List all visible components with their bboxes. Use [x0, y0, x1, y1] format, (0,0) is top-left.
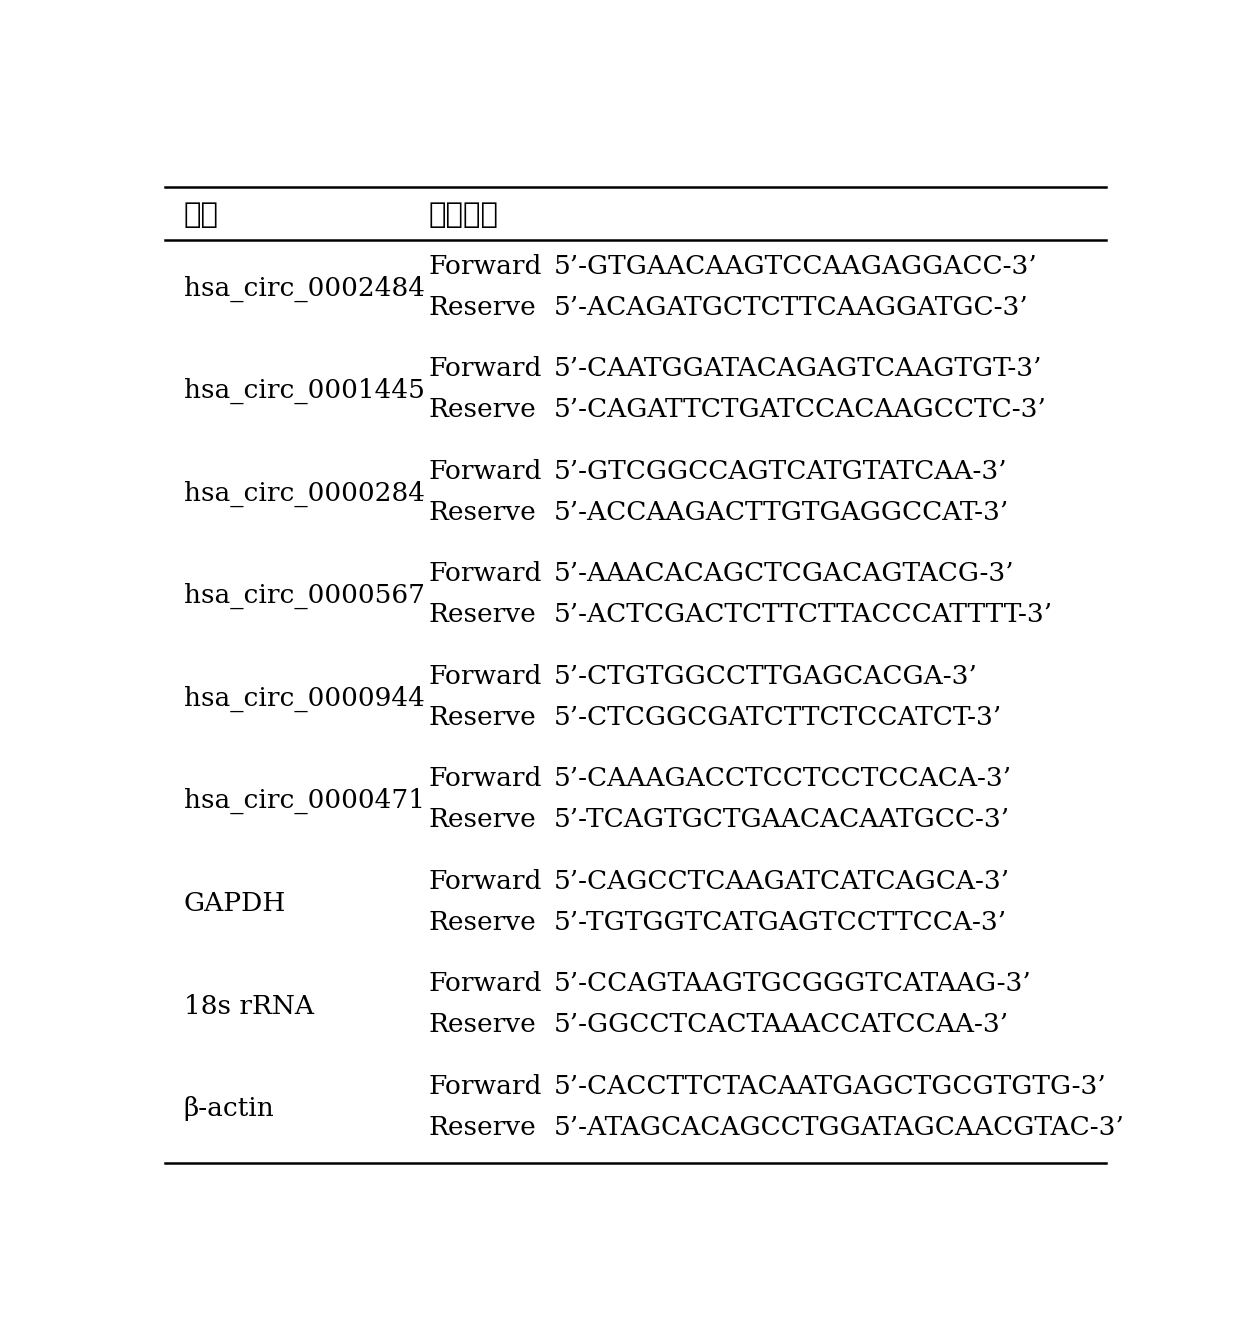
- Text: GAPDH: GAPDH: [184, 891, 286, 916]
- Text: Forward: Forward: [429, 458, 542, 483]
- Text: Forward: Forward: [429, 356, 542, 381]
- Text: 5’-AAACACAGCTCGACAGTACG-3’: 5’-AAACACAGCTCGACAGTACG-3’: [554, 561, 1014, 587]
- Text: 5’-GTGAACAAGTCCAAGAGGACC-3’: 5’-GTGAACAAGTCCAAGAGGACC-3’: [554, 254, 1038, 278]
- Text: Reserve: Reserve: [429, 910, 537, 935]
- Text: Reserve: Reserve: [429, 808, 537, 833]
- Text: 5’-ACAGATGCTCTTCAAGGATGC-3’: 5’-ACAGATGCTCTTCAAGGATGC-3’: [554, 294, 1028, 319]
- Text: Forward: Forward: [429, 972, 542, 996]
- Text: 5’-ACCAAGACTTGTGAGGCCAT-3’: 5’-ACCAAGACTTGTGAGGCCAT-3’: [554, 499, 1009, 524]
- Text: Forward: Forward: [429, 561, 542, 587]
- Text: 5’-CAGCCTCAAGATCATCAGCA-3’: 5’-CAGCCTCAAGATCATCAGCA-3’: [554, 869, 1009, 894]
- Text: 5’-CACCTTCTACAATGAGCTGCGTGTG-3’: 5’-CACCTTCTACAATGAGCTGCGTGTG-3’: [554, 1074, 1106, 1099]
- Text: 5’-CTCGGCGATCTTCTCCATCT-3’: 5’-CTCGGCGATCTTCTCCATCT-3’: [554, 704, 1002, 730]
- Text: Reserve: Reserve: [429, 704, 537, 730]
- Text: Forward: Forward: [429, 869, 542, 894]
- Text: hsa_circ_0001445: hsa_circ_0001445: [184, 379, 425, 404]
- Text: Reserve: Reserve: [429, 397, 537, 422]
- Text: Forward: Forward: [429, 1074, 542, 1099]
- Text: β-actin: β-actin: [184, 1096, 274, 1121]
- Text: Forward: Forward: [429, 767, 542, 792]
- Text: 基因: 基因: [184, 201, 218, 229]
- Text: hsa_circ_0000284: hsa_circ_0000284: [184, 481, 425, 507]
- Text: Forward: Forward: [429, 254, 542, 278]
- Text: 5’-TGTGGTCATGAGTCCTTCCA-3’: 5’-TGTGGTCATGAGTCCTTCCA-3’: [554, 910, 1007, 935]
- Text: hsa_circ_0000471: hsa_circ_0000471: [184, 788, 425, 814]
- Text: 18s rRNA: 18s rRNA: [184, 994, 314, 1018]
- Text: Reserve: Reserve: [429, 1012, 537, 1037]
- Text: hsa_circ_0002484: hsa_circ_0002484: [184, 275, 425, 302]
- Text: 5’-CAGATTCTGATCCACAAGCCTC-3’: 5’-CAGATTCTGATCCACAAGCCTC-3’: [554, 397, 1047, 422]
- Text: Reserve: Reserve: [429, 499, 537, 524]
- Text: 5’-GTCGGCCAGTCATGTATCAA-3’: 5’-GTCGGCCAGTCATGTATCAA-3’: [554, 458, 1007, 483]
- Text: Reserve: Reserve: [429, 1115, 537, 1140]
- Text: Reserve: Reserve: [429, 602, 537, 628]
- Text: 5’-CCAGTAAGTGCGGGTCATAAG-3’: 5’-CCAGTAAGTGCGGGTCATAAG-3’: [554, 972, 1032, 996]
- Text: 5’-ATAGCACAGCCTGGATAGCAACGTAC-3’: 5’-ATAGCACAGCCTGGATAGCAACGTAC-3’: [554, 1115, 1125, 1140]
- Text: 5’-GGCCTCACTAAACCATCCAA-3’: 5’-GGCCTCACTAAACCATCCAA-3’: [554, 1012, 1009, 1037]
- Text: 引物序列: 引物序列: [429, 201, 498, 229]
- Text: 5’-ACTCGACTCTTCTTACCCATTTT-3’: 5’-ACTCGACTCTTCTTACCCATTTT-3’: [554, 602, 1053, 628]
- Text: 5’-TCAGTGCTGAACACAATGCC-3’: 5’-TCAGTGCTGAACACAATGCC-3’: [554, 808, 1009, 833]
- Text: hsa_circ_0000944: hsa_circ_0000944: [184, 686, 425, 712]
- Text: 5’-CTGTGGCCTTGAGCACGA-3’: 5’-CTGTGGCCTTGAGCACGA-3’: [554, 663, 977, 688]
- Text: hsa_circ_0000567: hsa_circ_0000567: [184, 583, 425, 609]
- Text: 5’-CAATGGATACAGAGTCAAGTGT-3’: 5’-CAATGGATACAGAGTCAAGTGT-3’: [554, 356, 1043, 381]
- Text: Forward: Forward: [429, 663, 542, 688]
- Text: Reserve: Reserve: [429, 294, 537, 319]
- Text: 5’-CAAAGACCTCCTCCTCCACA-3’: 5’-CAAAGACCTCCTCCTCCACA-3’: [554, 767, 1012, 792]
